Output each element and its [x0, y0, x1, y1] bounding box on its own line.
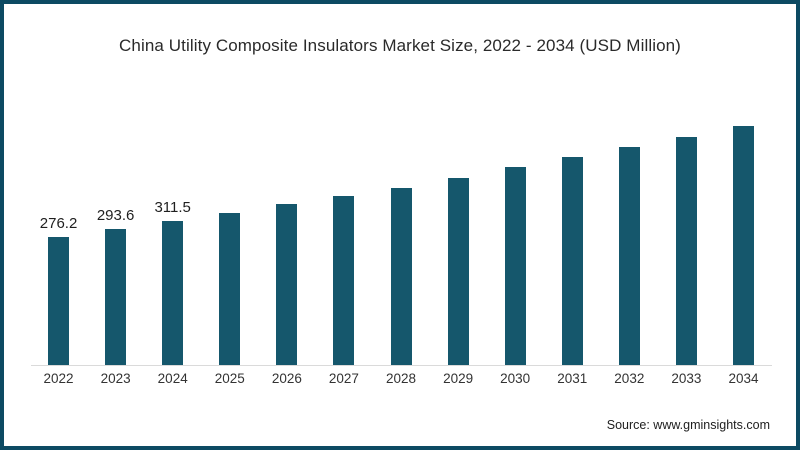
bar-2029 [447, 178, 469, 365]
x-axis-label: 2028 [385, 371, 417, 386]
x-axis-label: 2031 [557, 371, 588, 386]
x-axis-label: 2029 [443, 371, 474, 386]
bar-slot [430, 100, 487, 365]
bar-slot [487, 100, 544, 365]
chart-title: China Utility Composite Insulators Marke… [119, 36, 681, 55]
bar-2034 [732, 126, 754, 365]
bar-2033 [675, 137, 697, 365]
bar-slot [601, 100, 658, 365]
bar-slot [258, 100, 315, 365]
bar-2026 [276, 204, 298, 365]
bar-2025 [219, 213, 241, 365]
x-axis-label: 2027 [328, 371, 359, 386]
bar-2027 [333, 196, 355, 365]
x-axis-label: 2034 [728, 371, 759, 386]
bar-slot [315, 100, 372, 365]
bar-2023 [105, 229, 127, 365]
bar-value-label: 276.2 [39, 215, 78, 232]
bar-value-label: 293.6 [96, 207, 135, 224]
x-axis-label: 2026 [271, 371, 302, 386]
x-axis-label: 2033 [671, 371, 702, 386]
x-axis-label: 2025 [214, 371, 245, 386]
bar-slot [201, 100, 258, 365]
x-axis-label: 2024 [157, 371, 188, 386]
source-note: Source: www.gminsights.com [606, 418, 770, 432]
bar-slot: 293.6 [87, 100, 144, 365]
x-axis: 2022 2023 2024 2025 2026 2027 2028 2029 2030 2031… [30, 371, 772, 386]
x-axis-label: 2023 [100, 371, 131, 386]
bar-slot: 311.5 [144, 100, 201, 365]
bar-2024 [162, 221, 184, 365]
x-axis-line [31, 365, 772, 366]
bar-2032 [618, 147, 640, 365]
bar-slot [715, 100, 772, 365]
bar-slot: 276.2 [30, 100, 87, 365]
x-axis-label: 2032 [614, 371, 645, 386]
bar-value-label: 311.5 [154, 199, 191, 216]
plot-area: 276.2 293.6 311.5 [30, 100, 772, 365]
x-axis-label: 2022 [43, 371, 74, 386]
x-axis-label: 2030 [500, 371, 531, 386]
bar-slot [372, 100, 429, 365]
bar-2022 [48, 237, 70, 365]
bar-2031 [561, 157, 583, 365]
bar-2028 [390, 188, 412, 365]
bar-slot [544, 100, 601, 365]
bar-2030 [504, 167, 526, 365]
bar-slot [658, 100, 715, 365]
